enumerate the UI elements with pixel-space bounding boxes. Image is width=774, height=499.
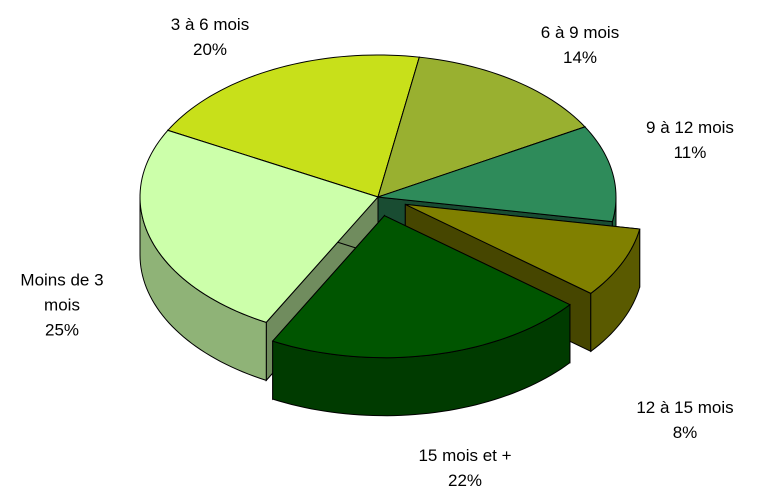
data-label: 15 mois et + 22% — [375, 443, 555, 493]
value-label: 22% — [447, 471, 483, 490]
value-label: 25% — [44, 320, 80, 340]
slice — [405, 203, 641, 294]
category-label: Moins de 3 mois — [20, 270, 104, 315]
slice — [377, 56, 586, 198]
value-label: 8% — [672, 423, 698, 442]
data-label: 9 à 12 mois 11% — [600, 115, 774, 165]
slice — [377, 126, 617, 223]
slice — [271, 215, 571, 359]
slice — [139, 129, 379, 323]
category-label: 12 à 15 mois — [636, 398, 734, 417]
category-label: 3 à 6 mois — [170, 15, 250, 34]
data-label: 3 à 6 mois 20% — [120, 12, 300, 62]
value-label: 14% — [562, 48, 598, 67]
data-label: Moins de 3 mois 25% — [12, 268, 112, 343]
category-label: 15 mois et + — [418, 446, 512, 465]
data-label: 12 à 15 mois 8% — [595, 395, 774, 445]
data-label: 6 à 9 mois 14% — [490, 20, 670, 70]
value-label: 11% — [673, 143, 707, 162]
slice — [166, 54, 420, 198]
value-label: 20% — [192, 40, 228, 59]
category-label: 9 à 12 mois — [646, 118, 734, 137]
category-label: 6 à 9 mois — [540, 23, 620, 42]
